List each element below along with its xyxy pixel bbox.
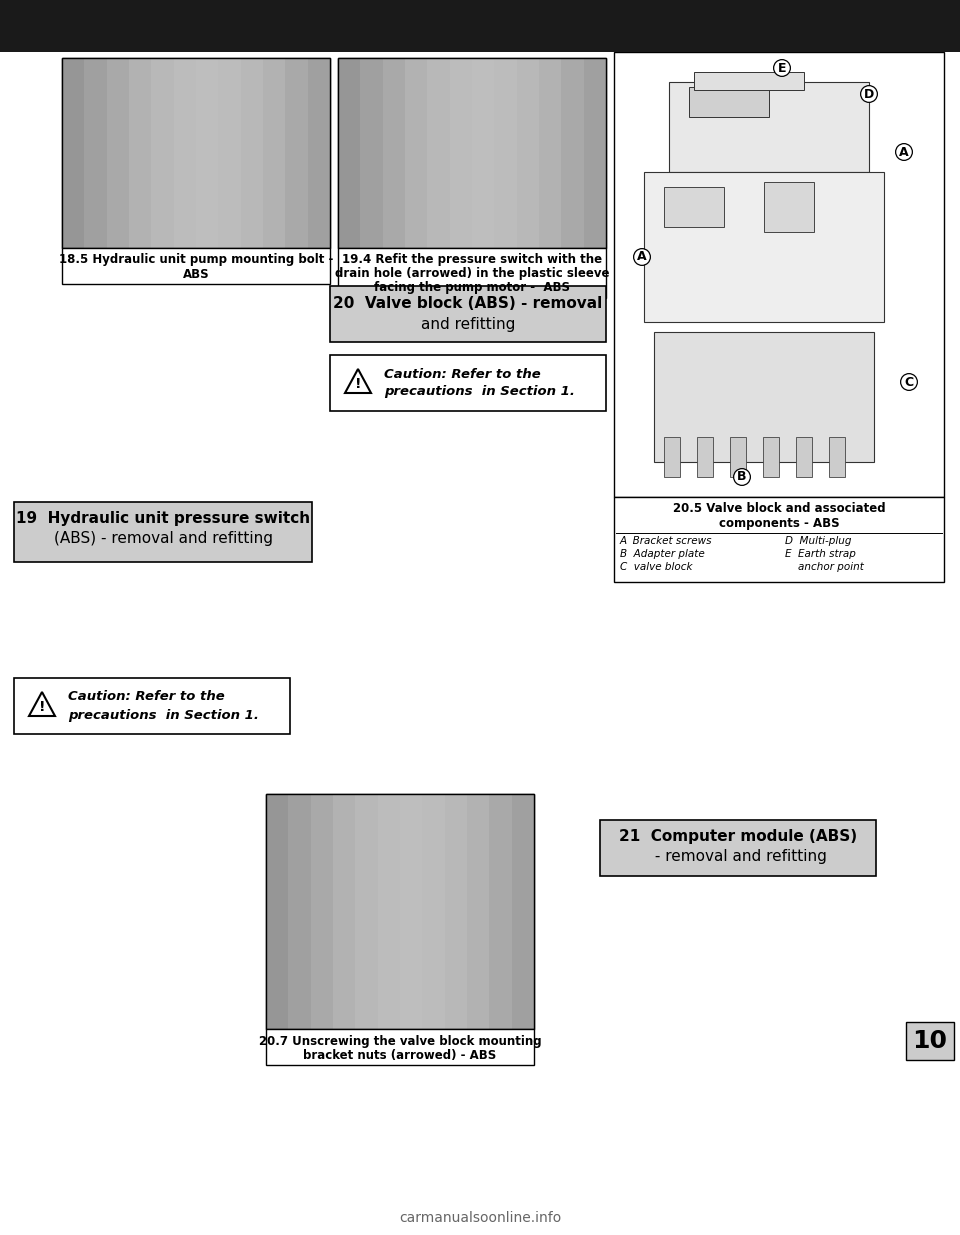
FancyBboxPatch shape: [107, 58, 129, 248]
FancyBboxPatch shape: [644, 172, 884, 322]
Text: 20.7 Unscrewing the valve block mounting: 20.7 Unscrewing the valve block mounting: [258, 1035, 541, 1047]
Text: 21  Computer module (ABS): 21 Computer module (ABS): [619, 829, 857, 844]
FancyBboxPatch shape: [330, 354, 606, 411]
Polygon shape: [345, 369, 371, 393]
Text: ABS: ABS: [182, 268, 209, 280]
FancyBboxPatch shape: [444, 794, 467, 1029]
FancyBboxPatch shape: [494, 58, 516, 248]
Text: drain hole (arrowed) in the plastic sleeve: drain hole (arrowed) in the plastic slee…: [335, 268, 610, 280]
Text: and refitting: and refitting: [420, 316, 516, 331]
Text: 18.5 Hydraulic unit pump mounting bolt -: 18.5 Hydraulic unit pump mounting bolt -: [59, 253, 333, 267]
FancyBboxPatch shape: [383, 58, 405, 248]
FancyBboxPatch shape: [400, 794, 422, 1029]
FancyBboxPatch shape: [84, 58, 107, 248]
Text: A  Bracket screws: A Bracket screws: [620, 536, 712, 546]
FancyBboxPatch shape: [669, 82, 869, 172]
FancyBboxPatch shape: [539, 58, 562, 248]
FancyBboxPatch shape: [516, 58, 539, 248]
FancyBboxPatch shape: [796, 437, 812, 477]
Text: 19  Hydraulic unit pressure switch: 19 Hydraulic unit pressure switch: [16, 510, 310, 526]
FancyBboxPatch shape: [330, 287, 606, 342]
Text: (ABS) - removal and refitting: (ABS) - removal and refitting: [54, 531, 273, 547]
Text: D  Multi-plug: D Multi-plug: [785, 536, 852, 546]
FancyBboxPatch shape: [405, 58, 427, 248]
FancyBboxPatch shape: [906, 1023, 954, 1060]
FancyBboxPatch shape: [307, 58, 330, 248]
FancyBboxPatch shape: [62, 58, 330, 248]
FancyBboxPatch shape: [764, 182, 814, 232]
FancyBboxPatch shape: [288, 794, 311, 1029]
FancyBboxPatch shape: [311, 794, 333, 1029]
FancyBboxPatch shape: [196, 58, 218, 248]
FancyBboxPatch shape: [266, 794, 288, 1029]
FancyBboxPatch shape: [62, 58, 84, 248]
FancyBboxPatch shape: [730, 437, 746, 477]
FancyBboxPatch shape: [763, 437, 779, 477]
FancyBboxPatch shape: [266, 1029, 534, 1065]
FancyBboxPatch shape: [338, 58, 606, 248]
FancyBboxPatch shape: [829, 437, 845, 477]
Text: A: A: [900, 146, 909, 158]
Text: facing the pump motor -  ABS: facing the pump motor - ABS: [374, 282, 570, 294]
FancyBboxPatch shape: [614, 496, 944, 582]
Text: !: !: [38, 700, 45, 714]
Text: 19.4 Refit the pressure switch with the: 19.4 Refit the pressure switch with the: [342, 253, 602, 267]
FancyBboxPatch shape: [689, 86, 769, 117]
FancyBboxPatch shape: [697, 437, 713, 477]
Text: B: B: [737, 471, 747, 483]
Text: 10: 10: [913, 1029, 948, 1053]
FancyBboxPatch shape: [654, 332, 874, 462]
FancyBboxPatch shape: [355, 794, 377, 1029]
Text: precautions  in Section 1.: precautions in Section 1.: [68, 709, 259, 721]
FancyBboxPatch shape: [360, 58, 383, 248]
Text: !: !: [355, 377, 361, 391]
Text: D: D: [864, 88, 875, 100]
Text: 20  Valve block (ABS) - removal: 20 Valve block (ABS) - removal: [333, 296, 603, 311]
FancyBboxPatch shape: [664, 186, 724, 227]
Text: C: C: [904, 375, 914, 389]
FancyBboxPatch shape: [338, 248, 606, 298]
FancyBboxPatch shape: [427, 58, 449, 248]
Text: Caution: Refer to the: Caution: Refer to the: [68, 690, 225, 704]
FancyBboxPatch shape: [263, 58, 285, 248]
Text: B  Adapter plate: B Adapter plate: [620, 550, 705, 559]
Text: bracket nuts (arrowed) - ABS: bracket nuts (arrowed) - ABS: [303, 1049, 496, 1062]
FancyBboxPatch shape: [490, 794, 512, 1029]
Text: precautions  in Section 1.: precautions in Section 1.: [384, 385, 575, 399]
FancyBboxPatch shape: [14, 501, 312, 562]
FancyBboxPatch shape: [338, 58, 360, 248]
Text: C  valve block: C valve block: [620, 562, 692, 572]
Text: Caution: Refer to the: Caution: Refer to the: [384, 368, 540, 380]
FancyBboxPatch shape: [600, 820, 876, 876]
FancyBboxPatch shape: [0, 0, 960, 52]
Text: 20.5 Valve block and associated: 20.5 Valve block and associated: [673, 503, 885, 515]
Text: anchor point: anchor point: [785, 562, 864, 572]
FancyBboxPatch shape: [467, 794, 490, 1029]
Text: E: E: [778, 62, 786, 74]
FancyBboxPatch shape: [266, 794, 534, 1029]
Polygon shape: [29, 692, 55, 716]
FancyBboxPatch shape: [562, 58, 584, 248]
FancyBboxPatch shape: [285, 58, 307, 248]
FancyBboxPatch shape: [174, 58, 196, 248]
Text: E  Earth strap: E Earth strap: [785, 550, 856, 559]
FancyBboxPatch shape: [584, 58, 606, 248]
FancyBboxPatch shape: [449, 58, 472, 248]
FancyBboxPatch shape: [614, 52, 944, 496]
FancyBboxPatch shape: [218, 58, 241, 248]
FancyBboxPatch shape: [62, 248, 330, 284]
FancyBboxPatch shape: [422, 794, 444, 1029]
Text: carmanualsoonline.info: carmanualsoonline.info: [398, 1212, 562, 1225]
FancyBboxPatch shape: [129, 58, 152, 248]
FancyBboxPatch shape: [664, 437, 680, 477]
FancyBboxPatch shape: [333, 794, 355, 1029]
FancyBboxPatch shape: [152, 58, 174, 248]
FancyBboxPatch shape: [241, 58, 263, 248]
FancyBboxPatch shape: [694, 72, 804, 90]
FancyBboxPatch shape: [472, 58, 494, 248]
Text: A: A: [637, 251, 647, 263]
FancyBboxPatch shape: [14, 678, 290, 734]
Text: - removal and refitting: - removal and refitting: [650, 850, 827, 864]
FancyBboxPatch shape: [377, 794, 400, 1029]
